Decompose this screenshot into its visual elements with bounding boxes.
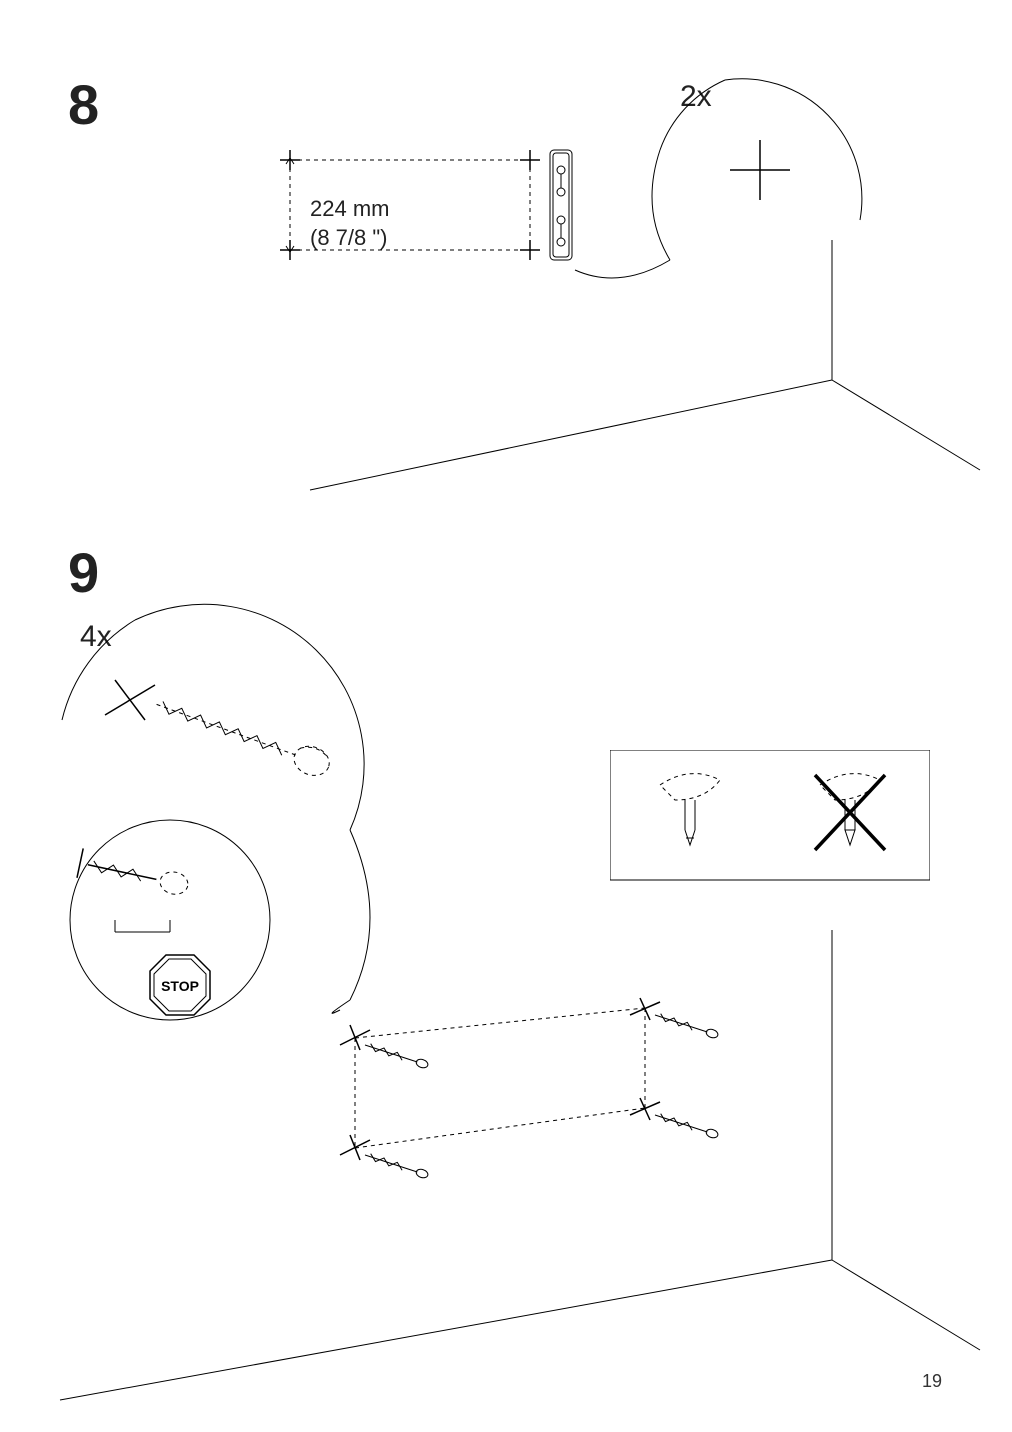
instruction-page: 8	[0, 0, 1012, 1432]
step9-wall-screws	[310, 990, 830, 1230]
page-number: 19	[922, 1371, 942, 1392]
